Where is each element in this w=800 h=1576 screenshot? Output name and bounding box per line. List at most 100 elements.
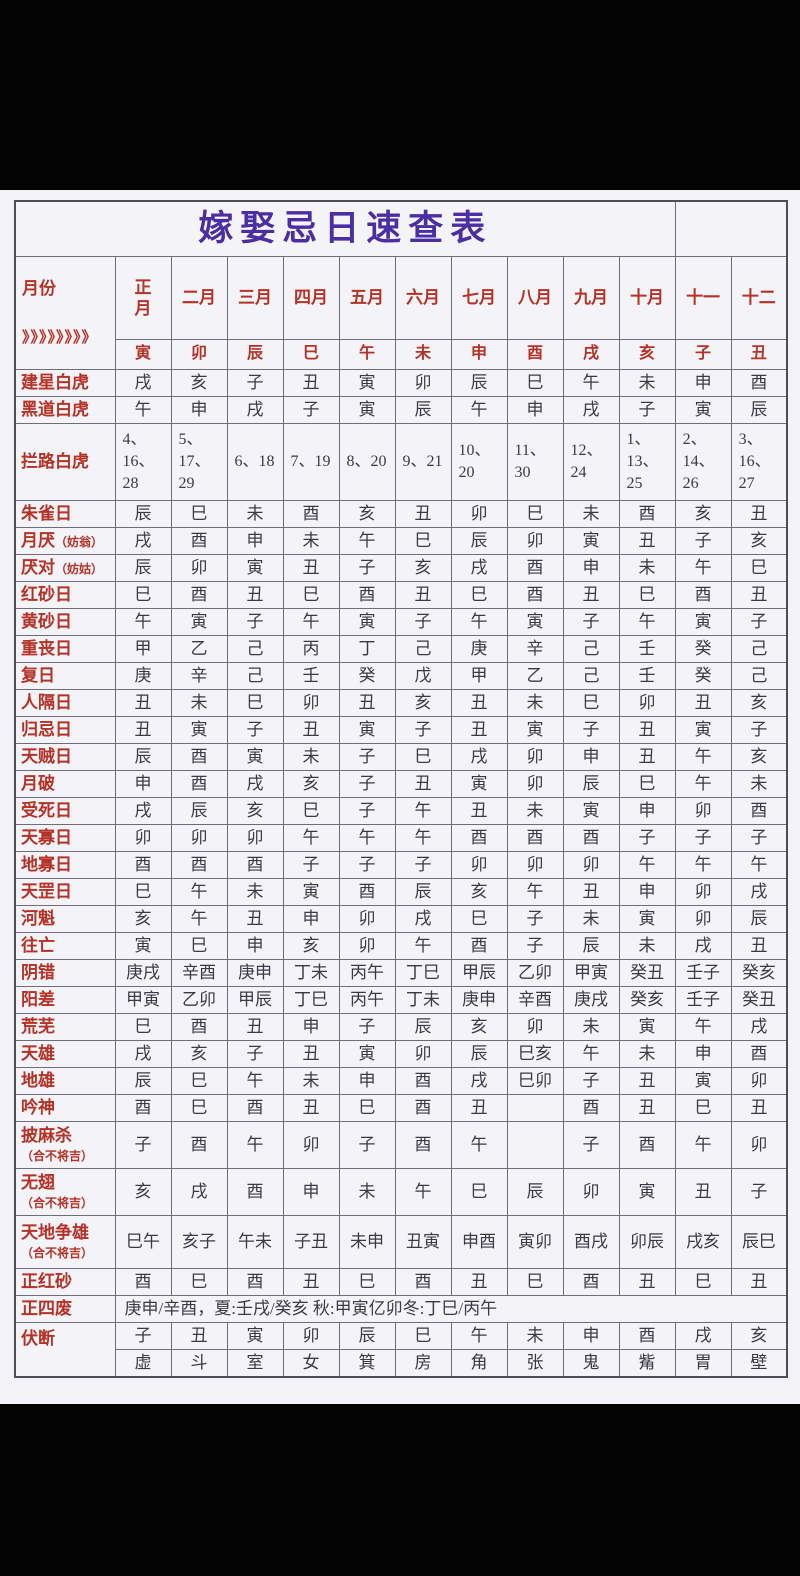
month-header: 正 月 <box>114 256 172 340</box>
cell: 丁未 <box>394 985 452 1014</box>
month-header: 七月 <box>450 256 508 340</box>
cell: 寅 <box>338 607 396 636</box>
cell: 卯 <box>282 688 340 717</box>
cell: 丑 <box>450 1267 508 1296</box>
cell: 午 <box>282 607 340 636</box>
branch-header: 寅 <box>114 338 172 370</box>
cell: 10、 20 <box>450 422 508 501</box>
cell: 辰 <box>562 769 620 798</box>
cell: 子 <box>562 715 620 744</box>
cell: 酉 <box>394 1066 452 1095</box>
table-row: 阳差 甲寅 乙卯 甲辰 丁巳 丙午 丁未 庚申 辛酉 庚戌 癸亥 壬子 癸丑 <box>14 985 788 1014</box>
cell: 未 <box>730 769 788 798</box>
cell: 申 <box>506 395 564 424</box>
cell <box>506 1120 564 1169</box>
cell: 酉 <box>506 580 564 609</box>
cell: 申 <box>562 553 620 582</box>
cell: 戌 <box>114 368 172 397</box>
cell: 酉 <box>170 1012 228 1041</box>
cell: 子 <box>506 904 564 933</box>
cell: 乙卯 <box>170 985 228 1014</box>
cell: 7、19 <box>282 422 340 501</box>
table-row: 重丧日甲乙己丙丁己庚辛己壬癸己 <box>14 634 788 663</box>
cell: 戌 <box>730 877 788 906</box>
cell: 申 <box>674 368 732 397</box>
cell: 午 <box>450 1321 508 1350</box>
cell: 酉 <box>730 368 788 397</box>
cell: 巳 <box>114 877 172 906</box>
cell: 戌 <box>674 931 732 960</box>
row-label-text: 无翅 <box>21 1173 55 1193</box>
row-label-text: 阳差 <box>21 990 55 1010</box>
cell: 己 <box>562 634 620 663</box>
cell: 寅 <box>674 607 732 636</box>
cell: 亥 <box>730 688 788 717</box>
cell: 亥 <box>282 931 340 960</box>
cell: 酉 <box>618 1321 676 1350</box>
cell: 酉 <box>170 526 228 555</box>
row-label: 建星白虎 <box>14 368 116 397</box>
cell: 未 <box>226 877 284 906</box>
cell: 亥 <box>394 553 452 582</box>
month-header: 八月 <box>506 256 564 340</box>
cell: 午 <box>450 1120 508 1169</box>
row-label: 披麻杀 （合不将吉） <box>14 1120 116 1169</box>
cell: 酉 <box>394 1093 452 1122</box>
cell: 辰 <box>450 368 508 397</box>
cell: 子 <box>618 395 676 424</box>
cell: 巳 <box>170 931 228 960</box>
cell: 寅 <box>562 526 620 555</box>
cell: 卯 <box>674 904 732 933</box>
cell: 6、18 <box>226 422 284 501</box>
cell: 巳 <box>170 499 228 528</box>
cell: 午 <box>730 850 788 879</box>
row-label-text: 阴错 <box>21 963 55 983</box>
cell: 丑 <box>282 1093 340 1122</box>
cell: 酉 <box>282 499 340 528</box>
cell: 未 <box>226 499 284 528</box>
cell: 巳 <box>450 904 508 933</box>
cell: 乙卯 <box>506 958 564 987</box>
month-header: 五月 <box>338 256 396 340</box>
table-row: 地寡日酉酉酉子子子卯卯卯午午午 <box>14 850 788 879</box>
cell: 巳 <box>450 1167 508 1216</box>
cell: 鬼 <box>562 1348 620 1378</box>
cell: 子 <box>730 823 788 852</box>
cell: 癸 <box>674 661 732 690</box>
cell: 卯 <box>282 1120 340 1169</box>
cell: 未 <box>170 688 228 717</box>
cell: 子 <box>226 607 284 636</box>
row-label-text: 天雄 <box>21 1044 55 1064</box>
cell: 酉 <box>618 1120 676 1169</box>
branch-header: 酉 <box>506 338 564 370</box>
document-page: 嫁娶忌日速查表 月份 》》》》》》》》 正 月 二月 三月 四月 五月 六月 七… <box>0 190 800 1404</box>
branch-header: 辰 <box>226 338 284 370</box>
cell: 丑 <box>618 715 676 744</box>
cell: 丑 <box>282 1267 340 1296</box>
cell: 亥子 <box>170 1214 228 1269</box>
month-label: 月份 <box>22 279 56 299</box>
row-label-text: 归忌日 <box>21 720 72 740</box>
cell: 子 <box>674 823 732 852</box>
cell: 巳 <box>674 1093 732 1122</box>
cell: 子 <box>562 1066 620 1095</box>
cell: 亥 <box>226 796 284 825</box>
cell: 寅 <box>618 1012 676 1041</box>
cell: 辰 <box>114 1066 172 1095</box>
cell: 丑 <box>114 715 172 744</box>
month-header: 十二 <box>730 256 788 340</box>
row-label: 伏断 <box>14 1321 116 1378</box>
row-label: 天雄 <box>14 1039 116 1068</box>
cell: 戌 <box>226 769 284 798</box>
cell: 巳 <box>170 1267 228 1296</box>
row-label-text: 正四废 <box>21 1299 72 1319</box>
cell: 午 <box>674 553 732 582</box>
cell: 寅 <box>114 931 172 960</box>
cell: 巳 <box>170 1066 228 1095</box>
cell: 丑 <box>394 769 452 798</box>
cell: 辰 <box>506 1167 564 1216</box>
cell: 卯 <box>170 823 228 852</box>
cell: 丁未 <box>282 958 340 987</box>
cell: 甲寅 <box>562 958 620 987</box>
table-row: 红砂日巳酉丑巳酉丑巳酉丑巳酉丑 <box>14 580 788 609</box>
